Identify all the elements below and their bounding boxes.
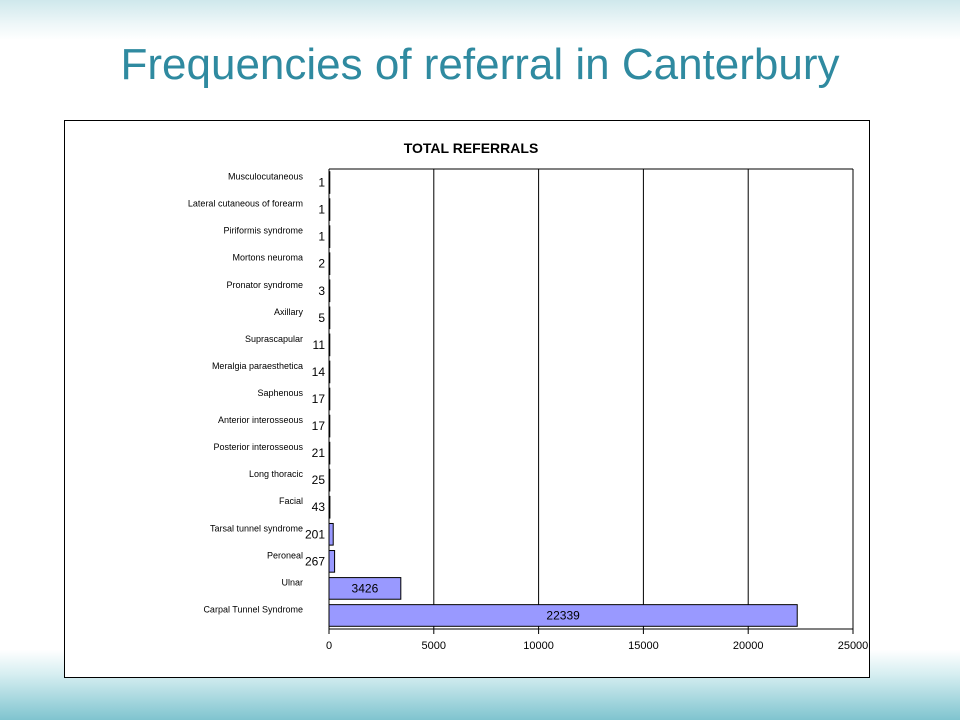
value-label: 1: [318, 203, 325, 217]
category-label: Anterior interosseous: [218, 415, 304, 425]
category-label: Peroneal: [267, 550, 303, 560]
axis-layer: 0 5000 10000 15000 20000 25000 Musculocutaneou…: [188, 169, 868, 652]
bar-tarsal-tunnel-syndrome: [328, 522, 334, 546]
value-label: 17: [312, 392, 326, 406]
value-label: 43: [312, 500, 326, 514]
value-label: 1: [318, 230, 325, 244]
value-label: 11: [313, 338, 326, 352]
category-label: Tarsal tunnel syndrome: [210, 523, 303, 533]
value-label: 201: [305, 527, 325, 541]
slide-title: Frequencies of referral in Canterbury: [120, 40, 840, 89]
category-label: Ulnar: [281, 577, 303, 587]
value-label: 14: [312, 365, 326, 379]
category-label: Suprascapular: [245, 334, 303, 344]
category-label: Piriformis syndrome: [223, 226, 303, 236]
bar-peroneal: [328, 550, 336, 573]
category-label: Lateral cutaneous of forearm: [188, 199, 303, 209]
value-label: 5: [318, 311, 325, 325]
value-label: 25: [312, 473, 326, 487]
value-label: 17: [312, 419, 326, 433]
category-label: Axillary: [274, 307, 304, 317]
category-label: Carpal Tunnel Syndrome: [203, 604, 303, 614]
value-label: 3: [318, 284, 325, 298]
x-tick-label: 25000: [838, 640, 869, 652]
value-label: 22339: [546, 608, 580, 622]
value-label: 267: [305, 554, 325, 568]
bar-layer: [328, 171, 798, 627]
x-tick-label: 10000: [523, 640, 554, 652]
chart-frame: TOTAL REFERRALS 0 5000 10000 15000 20000 2500…: [64, 120, 870, 678]
x-tick-label: 0: [326, 640, 332, 652]
chart-title: TOTAL REFERRALS: [404, 140, 539, 156]
category-label: Mortons neuroma: [232, 253, 303, 263]
category-label: Posterior interosseous: [213, 442, 303, 452]
x-tick-label: 15000: [628, 640, 659, 652]
x-tick-label: 20000: [733, 640, 764, 652]
grid-layer: [329, 168, 854, 629]
category-label: Pronator syndrome: [226, 280, 303, 290]
x-tick-label: 5000: [422, 640, 446, 652]
category-label: Facial: [279, 496, 303, 506]
category-label: Long thoracic: [249, 469, 304, 479]
value-label: 21: [312, 446, 326, 460]
category-label: Musculocutaneous: [228, 172, 304, 182]
category-label: Meralgia paraesthetica: [212, 361, 303, 371]
value-label: 3426: [352, 581, 379, 595]
category-label: Saphenous: [257, 388, 303, 398]
slide-background-top: [0, 0, 960, 40]
value-label: 1: [318, 176, 325, 190]
value-label: 2: [318, 257, 325, 271]
referrals-bar-chart: TOTAL REFERRALS 0 5000 10000 15000 20000 2500…: [188, 140, 868, 652]
